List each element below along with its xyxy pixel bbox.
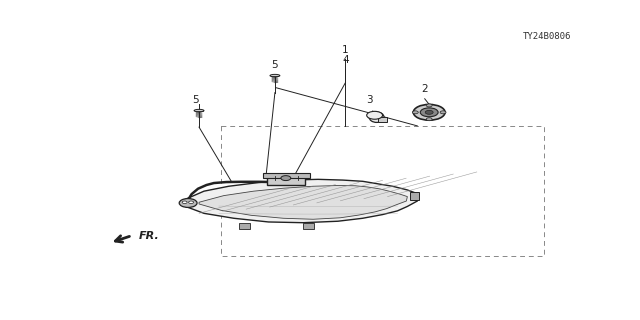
- Text: FR.: FR.: [138, 230, 159, 241]
- Polygon shape: [184, 179, 417, 223]
- Circle shape: [367, 111, 383, 119]
- Circle shape: [426, 104, 432, 107]
- Circle shape: [281, 176, 291, 180]
- FancyBboxPatch shape: [262, 173, 310, 178]
- Text: 4: 4: [342, 55, 349, 65]
- Bar: [303, 223, 314, 228]
- Circle shape: [179, 198, 197, 207]
- Bar: [221, 126, 544, 256]
- Bar: [268, 176, 305, 185]
- Ellipse shape: [270, 74, 280, 77]
- Circle shape: [413, 104, 445, 120]
- Circle shape: [426, 118, 432, 121]
- Text: 3: 3: [366, 95, 372, 105]
- Bar: [410, 192, 419, 200]
- Circle shape: [189, 201, 193, 204]
- Circle shape: [420, 108, 438, 117]
- Text: 5: 5: [192, 95, 198, 105]
- Circle shape: [425, 110, 433, 114]
- Ellipse shape: [194, 109, 204, 112]
- Circle shape: [440, 111, 446, 114]
- Circle shape: [182, 201, 187, 204]
- Polygon shape: [199, 186, 408, 219]
- Circle shape: [412, 111, 419, 114]
- Text: 2: 2: [421, 84, 428, 94]
- Text: 1: 1: [342, 45, 349, 55]
- Ellipse shape: [369, 112, 384, 123]
- Text: TY24B0806: TY24B0806: [523, 32, 571, 41]
- Text: 5: 5: [271, 60, 278, 70]
- Bar: [239, 223, 250, 228]
- Bar: [378, 117, 387, 122]
